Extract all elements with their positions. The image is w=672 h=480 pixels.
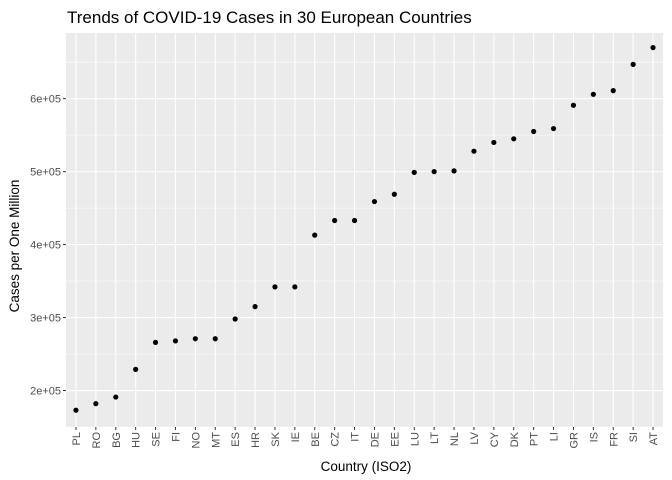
data-point bbox=[172, 338, 179, 344]
x-tick-label: DE bbox=[369, 432, 381, 447]
x-tick-label: BG bbox=[111, 432, 123, 448]
x-tick-label: HR bbox=[250, 432, 262, 448]
data-point bbox=[630, 61, 636, 67]
data-point bbox=[232, 316, 238, 322]
data-point bbox=[471, 148, 477, 154]
plot-area: 2e+05 3e+05 4e+05 5e+05 6e+05 PL RO BG HU SE FI NO M… bbox=[30, 33, 663, 449]
x-tick-label: NO bbox=[190, 432, 202, 449]
data-point bbox=[550, 125, 557, 132]
y-tick-label: 6e+05 bbox=[30, 94, 61, 106]
data-point bbox=[133, 366, 139, 372]
x-tick-label: SK bbox=[270, 431, 282, 446]
x-tick-label: GR bbox=[568, 432, 580, 449]
data-point bbox=[192, 336, 198, 342]
y-tick-label: 5e+05 bbox=[30, 167, 61, 179]
x-tick-label: IT bbox=[350, 432, 362, 442]
data-point bbox=[411, 169, 417, 175]
chart-title: Trends of COVID-19 Cases in 30 European … bbox=[67, 8, 472, 27]
x-tick-label: CY bbox=[489, 431, 501, 447]
x-tick-label: LI bbox=[549, 432, 561, 441]
data-point bbox=[212, 336, 218, 342]
x-tick-label: LT bbox=[429, 432, 441, 444]
data-point bbox=[272, 284, 278, 290]
x-tick-label: LU bbox=[409, 432, 421, 446]
y-tick-label: 2e+05 bbox=[30, 386, 61, 398]
x-tick-label: SE bbox=[151, 432, 163, 447]
x-tick-label: PL bbox=[71, 432, 83, 445]
data-point bbox=[570, 102, 577, 108]
data-point bbox=[93, 401, 99, 407]
data-point bbox=[252, 304, 258, 310]
y-tick-label: 3e+05 bbox=[30, 313, 61, 325]
y-axis-title: Cases per One Million bbox=[7, 180, 22, 313]
data-point bbox=[73, 407, 79, 413]
x-tick-label: FI bbox=[170, 432, 182, 442]
x-tick-label: AT bbox=[648, 432, 660, 446]
data-point bbox=[610, 88, 616, 94]
x-axis-title: Country (ISO2) bbox=[321, 459, 412, 474]
data-point bbox=[391, 191, 397, 197]
x-tick-label: SI bbox=[628, 432, 640, 442]
x-tick-label: DK bbox=[509, 431, 521, 447]
data-point bbox=[650, 44, 656, 51]
data-point bbox=[531, 128, 537, 135]
x-tick-label: HU bbox=[131, 432, 143, 448]
data-point bbox=[152, 339, 159, 345]
data-point bbox=[332, 217, 338, 224]
x-tick-label: CZ bbox=[330, 432, 342, 447]
x-tick-label: NL bbox=[449, 432, 461, 446]
data-point bbox=[451, 168, 457, 174]
x-tick-label: ES bbox=[230, 432, 242, 447]
x-tick-label: BE bbox=[310, 432, 322, 447]
data-point bbox=[292, 284, 298, 290]
data-point bbox=[491, 139, 497, 146]
x-tick-label: FR bbox=[608, 432, 620, 447]
x-tick-label: EE bbox=[389, 432, 401, 447]
x-tick-label: PT bbox=[529, 432, 541, 446]
y-tick-label: 4e+05 bbox=[30, 240, 61, 252]
data-point bbox=[511, 136, 517, 142]
data-point bbox=[312, 232, 318, 238]
data-point bbox=[371, 198, 378, 205]
data-point bbox=[113, 394, 119, 400]
x-tick-label: LV bbox=[469, 431, 481, 444]
data-point bbox=[351, 217, 358, 224]
x-tick-label: IS bbox=[588, 432, 600, 442]
x-tick-label: MT bbox=[210, 432, 222, 448]
x-tick-label: RO bbox=[91, 432, 103, 449]
x-tick-label: IE bbox=[290, 432, 302, 442]
data-point bbox=[590, 91, 596, 97]
data-point bbox=[431, 169, 437, 175]
